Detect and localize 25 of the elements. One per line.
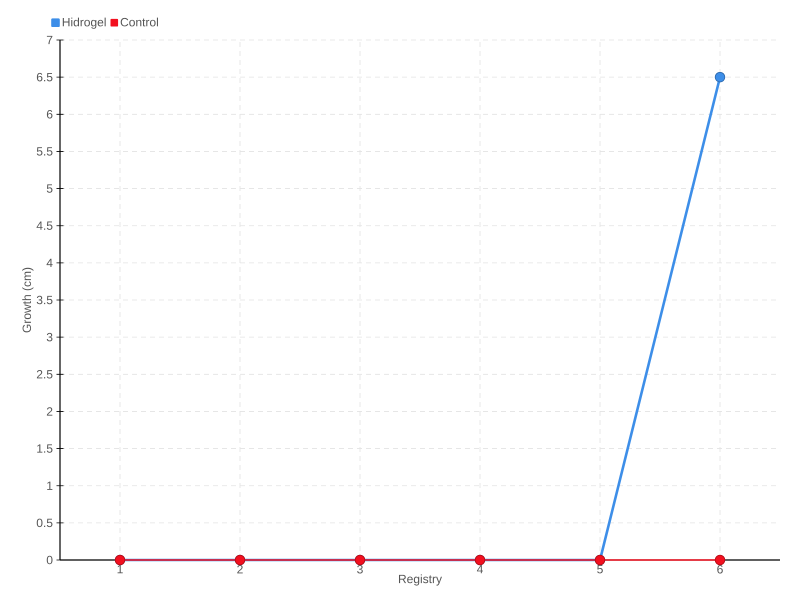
- x-tick-label: 1: [118, 565, 123, 574]
- y-tick-label: 1.5: [37, 444, 52, 453]
- legend-label: Control: [120, 18, 158, 26]
- y-tick-label: 4.5: [36, 222, 52, 230]
- y-tick-label: 0: [46, 556, 53, 564]
- x-tick-label: 4: [476, 565, 483, 574]
- y-tick-label: 0.5: [36, 518, 52, 528]
- y-tick-label: 6: [46, 110, 52, 119]
- y-tick-label: 3: [46, 332, 52, 342]
- x-axis-title: Registry: [398, 574, 442, 586]
- legend-label: Hidrogel: [62, 18, 106, 29]
- x-tick-label: 3: [357, 565, 363, 574]
- y-tick-label: 6.5: [36, 72, 52, 82]
- y-tick-label: 4: [46, 258, 53, 267]
- x-tick-label: 2: [237, 565, 243, 574]
- y-tick-label: 2: [46, 407, 52, 416]
- y-tick-label: 7: [46, 36, 52, 44]
- y-tick-label: 1: [47, 482, 52, 490]
- y-tick-label: 3.5: [36, 296, 52, 304]
- x-tick-label: 5: [597, 565, 603, 574]
- y-tick-label: 5: [46, 184, 52, 193]
- y-tick-label: 5.5: [36, 147, 52, 156]
- y-axis-title: Growth (cm): [22, 268, 34, 332]
- y-tick-label: 2.5: [36, 370, 52, 379]
- x-tick-label: 6: [717, 565, 723, 574]
